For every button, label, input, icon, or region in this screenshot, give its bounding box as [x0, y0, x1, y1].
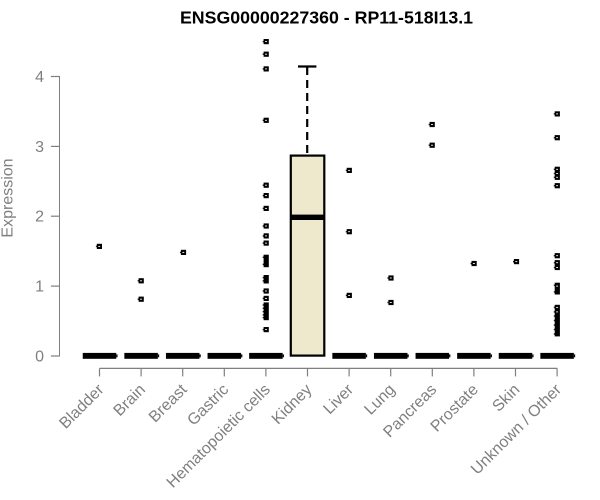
svg-text:4: 4 — [35, 69, 44, 86]
svg-text:0: 0 — [35, 349, 44, 366]
svg-text:3: 3 — [35, 139, 44, 156]
svg-text:1: 1 — [35, 279, 44, 296]
svg-text:ENSG00000227360 - RP11-518I13.: ENSG00000227360 - RP11-518I13.1 — [180, 7, 473, 27]
svg-text:2: 2 — [35, 209, 44, 226]
svg-text:Expression: Expression — [0, 158, 17, 237]
